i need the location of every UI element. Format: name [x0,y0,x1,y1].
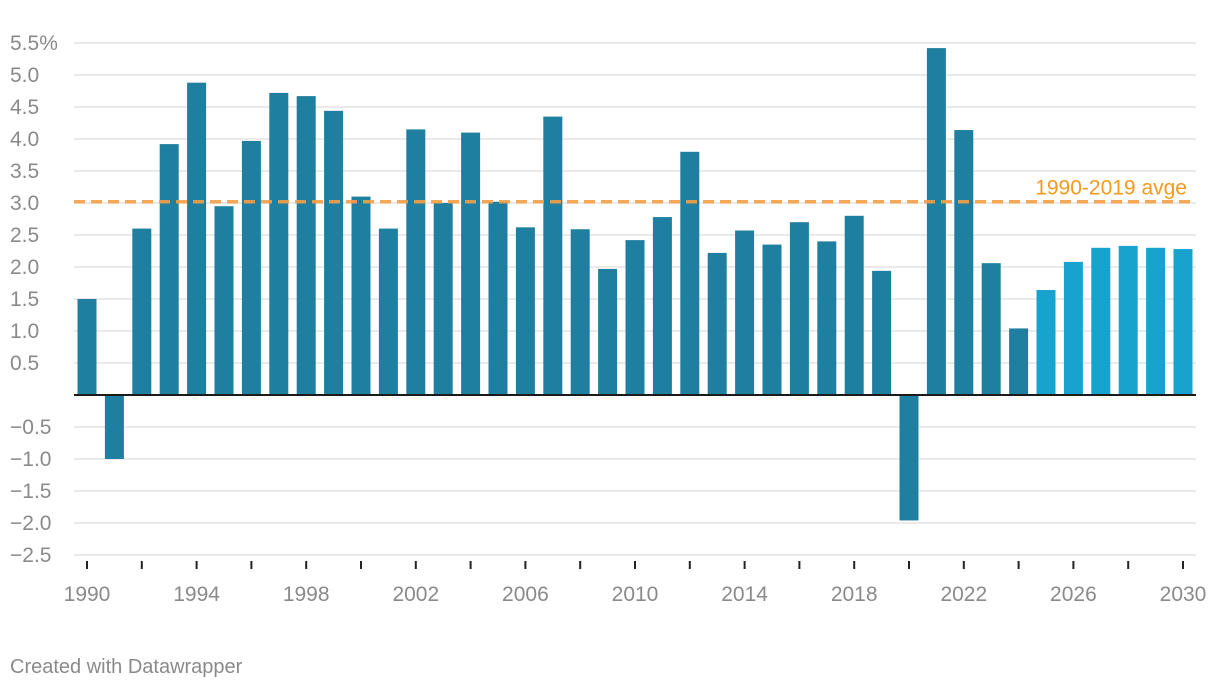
bar-2018 [844,215,864,395]
bar-1991 [104,395,124,459]
bar-2029 [1146,247,1166,395]
bar-2010 [625,240,645,395]
y-tick-label: 3.0 [10,192,39,215]
bar-1999 [324,110,344,395]
bar-1994 [187,82,207,396]
x-tick-label: 1998 [283,583,330,606]
bar-2016 [789,222,809,395]
bar-2001 [378,228,398,395]
x-tick-label: 2026 [1050,583,1097,606]
bar-2021 [926,48,946,396]
bar-2030 [1173,249,1193,395]
bar-2007 [543,116,563,395]
bar-1996 [241,140,261,395]
y-tick-label: −2.0 [10,512,51,535]
bar-1993 [159,144,179,395]
y-tick-label: 4.0 [10,128,39,151]
y-tick-label: 1.5 [10,288,39,311]
x-tick-label: 2006 [502,583,549,606]
x-tick-label: 1990 [64,583,111,606]
bar-2000 [351,196,371,395]
average-label: 1990-2019 avge [1035,177,1187,200]
y-tick-label: −0.5 [10,416,51,439]
y-tick-label: 1.0 [10,320,39,343]
x-tick-label: 2010 [612,583,659,606]
bar-2003 [433,203,453,395]
bar-2014 [735,230,755,395]
bar-2017 [817,241,837,395]
y-tick-label: 5.0 [10,64,39,87]
y-tick-label: −2.5 [10,544,51,567]
bar-2026 [1063,261,1083,395]
bars [77,48,1193,521]
y-tick-label: 0.5 [10,352,39,375]
bar-2020 [899,395,919,521]
y-tick-label: −1.5 [10,480,51,503]
bar-2005 [488,201,508,395]
x-tick-label: 2014 [721,583,768,606]
bar-chart: −2.5 −2.0 −1.5 −1.0 −0.5 0.5 1.0 1.5 2.0 2.5 3.0 3.… [10,32,1207,606]
bar-2028 [1118,245,1138,395]
x-axis: 1990 1994 1998 2002 2006 2010 2014 2018 2022 2026… [64,561,1207,606]
x-tick-label: 2018 [831,583,878,606]
bar-2013 [707,252,727,395]
bar-2012 [680,151,700,395]
credit-text: Created with Datawrapper [10,656,243,678]
bar-1998 [296,96,316,396]
bar-2025 [1036,290,1056,395]
y-tick-label: −1.0 [10,448,51,471]
bar-2006 [515,227,535,395]
bar-2002 [406,129,426,395]
bar-2027 [1091,247,1111,395]
bar-2019 [872,270,892,395]
x-tick-label: 1994 [173,583,220,606]
bar-1995 [214,206,234,395]
y-tick-label: 4.5 [10,96,39,119]
x-tick-label: 2030 [1160,583,1207,606]
bar-2004 [461,132,481,395]
bar-2022 [954,130,974,396]
y-axis-labels: −2.5 −2.0 −1.5 −1.0 −0.5 0.5 1.0 1.5 2.0 2.5 3.0 3.… [10,32,58,567]
bar-2009 [598,268,618,395]
x-tick-label: 2002 [392,583,439,606]
bar-2015 [762,244,782,395]
bar-1992 [132,228,152,395]
bar-1997 [269,92,289,396]
y-tick-label: 2.0 [10,256,39,279]
x-tick-label: 2022 [940,583,987,606]
bar-2008 [570,229,590,395]
y-tick-label: 2.5 [10,224,39,247]
bar-2024 [1009,328,1029,395]
bar-2011 [652,217,672,395]
bar-2023 [981,263,1001,395]
average-reference: 1990-2019 avge [74,177,1196,204]
y-tick-label: 5.5% [10,32,58,55]
bar-1990 [77,299,97,395]
y-tick-label: 3.5 [10,160,39,183]
